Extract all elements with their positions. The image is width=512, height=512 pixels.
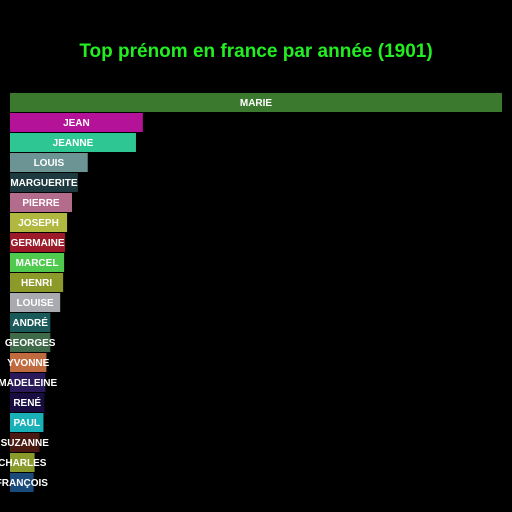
bar-marie [10, 93, 502, 112]
bar-label-andre: ANDRÉ [12, 316, 48, 329]
bar-label-suzanne: SUZANNE [1, 438, 50, 449]
bar-label-joseph: JOSEPH [18, 218, 59, 229]
bar-pierre [10, 193, 72, 212]
bar-charles [10, 453, 35, 472]
bar-label-louise: LOUISE [16, 298, 54, 309]
bar-andre [10, 313, 51, 332]
bar-henri [10, 273, 64, 292]
bar-label-georges: GEORGES [5, 338, 56, 349]
bar-madeleine [10, 373, 46, 392]
bar-label-pierre: PIERRE [22, 198, 60, 209]
bar-label-yvonne: YVONNE [7, 358, 50, 369]
bar-label-marcel: MARCEL [16, 258, 59, 269]
bar-label-madeleine: MADELEINE [0, 378, 57, 389]
bar-label-marie: MARIE [240, 98, 273, 109]
bar-label-marguerite: MARGUERITE [10, 178, 78, 189]
bar-label-francois: FRANÇOIS [0, 478, 48, 489]
bar-francois [10, 473, 34, 492]
bar-label-charles: CHARLES [0, 458, 47, 469]
bar-louis [10, 153, 88, 172]
bar-suzanne [10, 433, 40, 452]
bars-group: MARIE JEAN JEANNE LOUIS MARGUERITE PIERRE JOSE… [0, 93, 502, 492]
bar-jeanne [10, 133, 136, 152]
bar-joseph [10, 213, 68, 232]
bar-label-jean: JEAN [63, 118, 90, 129]
bar-label-jeanne: JEANNE [53, 138, 94, 149]
bar-jean [10, 113, 143, 132]
bar-label-germaine: GERMAINE [11, 238, 65, 249]
bar-label-paul: PAUL [13, 418, 39, 429]
bar-yvonne [10, 353, 47, 372]
bar-louise [10, 293, 61, 312]
bar-rene [10, 393, 45, 412]
bar-marguerite [10, 173, 78, 192]
bar-marcel [10, 253, 65, 272]
bar-label-rene: RENÉ [13, 396, 41, 409]
bar-label-henri: HENRI [21, 278, 52, 289]
bar-label-louis: LOUIS [34, 158, 65, 169]
bar-georges [10, 333, 51, 352]
chart-title: Top prénom en france par année (1901) [79, 41, 432, 62]
bar-paul [10, 413, 44, 432]
bar-germaine [10, 233, 66, 252]
